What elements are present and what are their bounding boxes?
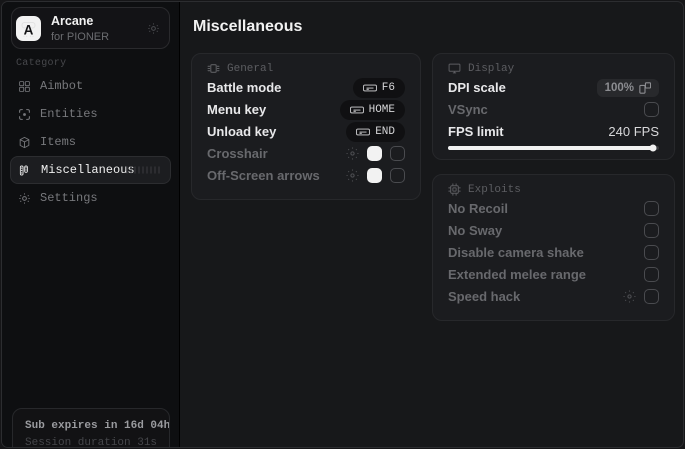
svg-text:A: A: [24, 22, 34, 37]
